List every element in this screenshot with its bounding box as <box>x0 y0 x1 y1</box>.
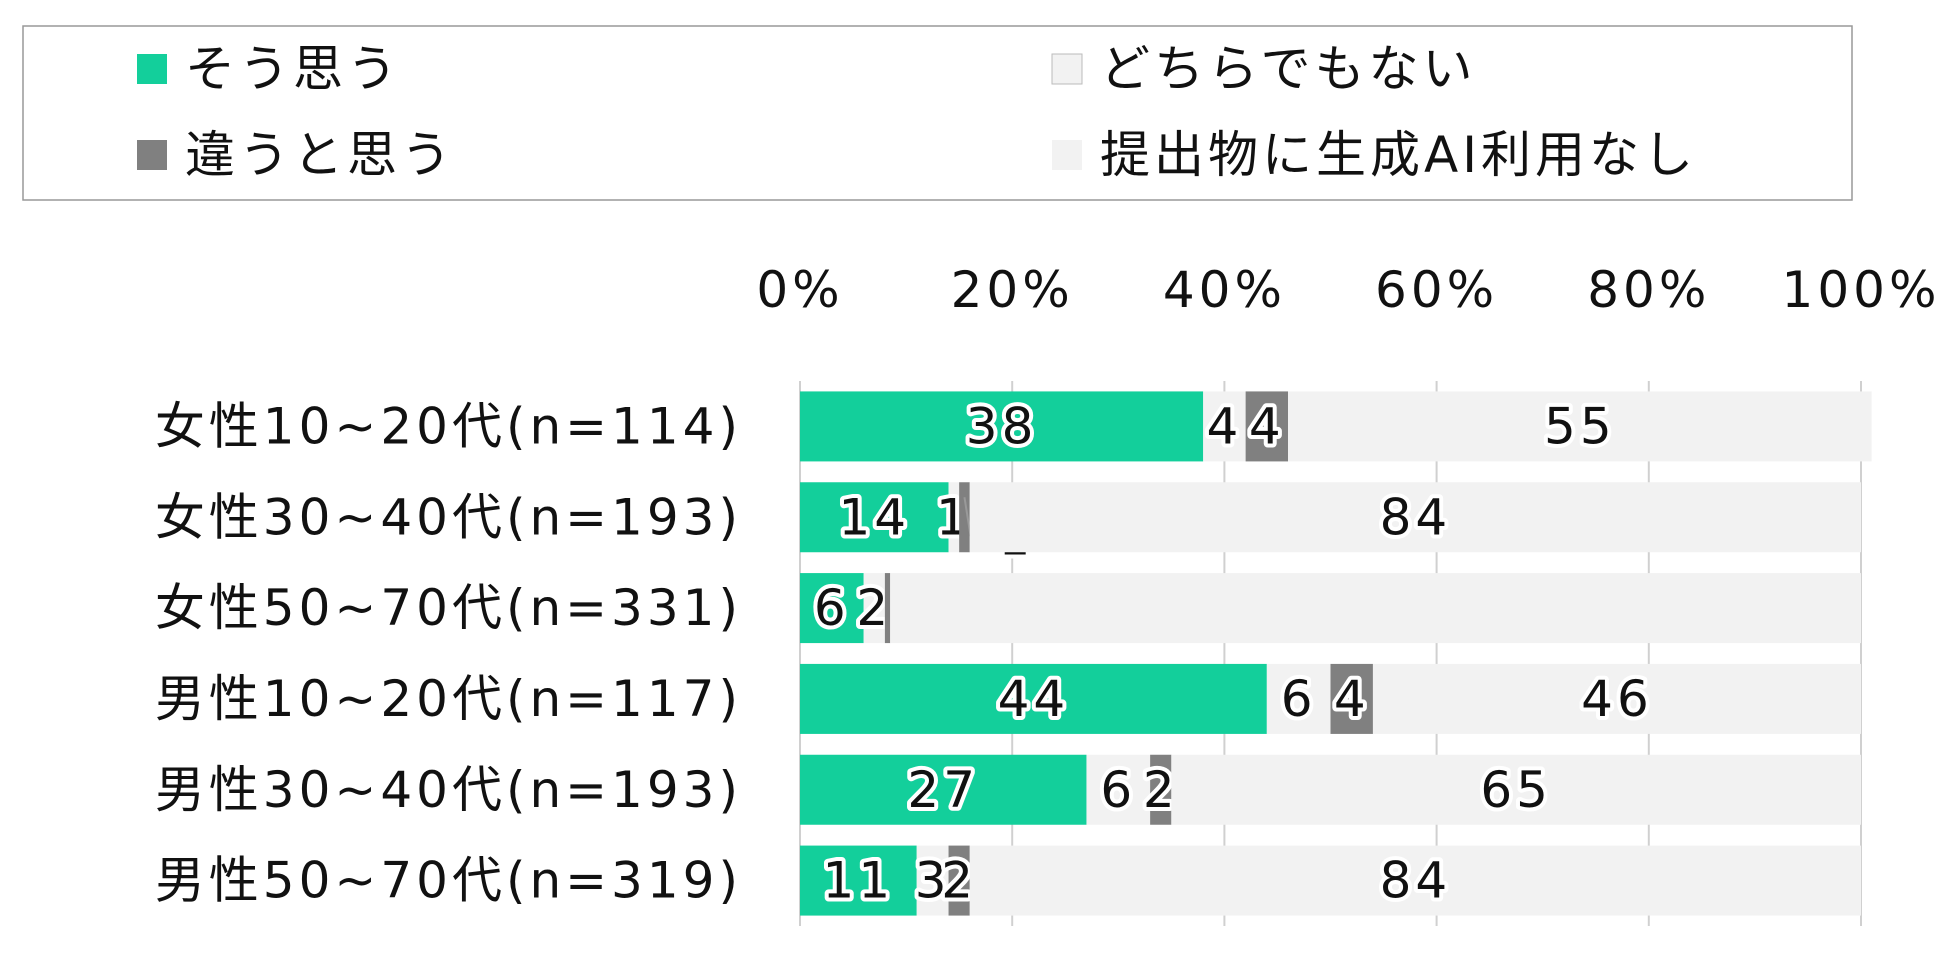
bar-segment <box>1171 754 1861 825</box>
legend-label: そう思う <box>185 40 401 98</box>
category-label: 男性50~70代(n=319) <box>155 852 742 910</box>
data-label: 65 <box>1480 761 1552 819</box>
x-tick-label: 100% <box>1782 261 1941 319</box>
category-label: 男性30~40代(n=193) <box>155 761 742 819</box>
data-label: 84 <box>1380 852 1452 910</box>
data-label: 84 <box>1380 488 1452 546</box>
data-label: 38 <box>966 397 1038 455</box>
data-label: 11 <box>823 852 895 910</box>
bar-segment <box>916 845 949 916</box>
bar-segment <box>800 482 949 553</box>
bar-segment <box>1372 663 1861 734</box>
bar-segment <box>890 573 1861 644</box>
bar-segment <box>948 845 970 916</box>
data-label: 4 <box>1334 670 1370 728</box>
data-label: 3 <box>915 852 951 910</box>
legend-box <box>22 25 1853 201</box>
bar-segment <box>1330 663 1373 734</box>
category-label: 女性50~70代(n=331) <box>155 579 742 637</box>
x-tick-label: 20% <box>951 261 1074 319</box>
bar-segment <box>800 845 917 916</box>
legend-swatch <box>1052 140 1082 170</box>
legend-label: 提出物に生成AI利用なし <box>1100 126 1697 184</box>
category-label: 女性10~20代(n=114) <box>155 397 742 455</box>
bar-segment <box>969 845 1861 916</box>
bar-segment <box>959 482 970 553</box>
data-label: 6 <box>1281 670 1317 728</box>
bar-segment <box>1266 663 1331 734</box>
data-label: 46 <box>1581 670 1653 728</box>
bar-segment <box>1288 391 1872 462</box>
x-tick-label: 40% <box>1163 261 1286 319</box>
bar-segment <box>884 573 891 644</box>
bar-segment <box>800 573 864 644</box>
data-label: 4 <box>1206 397 1242 455</box>
category-label: 男性10~20代(n=117) <box>155 670 742 728</box>
legend-label: どちらでもない <box>1100 40 1477 98</box>
bar-segment <box>863 573 885 644</box>
bar-segment <box>948 482 960 553</box>
bar-segment <box>800 663 1267 734</box>
data-label: 44 <box>998 670 1070 728</box>
data-label: 27 <box>907 761 979 819</box>
x-tick-label: 80% <box>1587 261 1710 319</box>
data-label: 55 <box>1544 397 1616 455</box>
legend-swatch <box>137 140 167 170</box>
bar-segment <box>1150 754 1172 825</box>
data-label: 4 <box>1249 397 1285 455</box>
bar-segment <box>800 754 1087 825</box>
x-tick-label: 60% <box>1375 261 1498 319</box>
data-label: 14 <box>838 488 910 546</box>
bar-segment <box>1086 754 1151 825</box>
x-tick-label: 0% <box>756 261 843 319</box>
data-label: 6 <box>1100 761 1136 819</box>
legend-label: 違うと思う <box>185 126 455 184</box>
bar-segment <box>1245 391 1289 462</box>
legend-swatch <box>137 54 167 84</box>
bar-segment <box>1203 391 1246 462</box>
legend-swatch <box>1051 53 1083 85</box>
bar-segment <box>969 482 1861 553</box>
category-label: 女性30~40代(n=193) <box>155 488 742 546</box>
data-label: 6 <box>814 579 850 637</box>
bar-segment <box>800 391 1204 462</box>
